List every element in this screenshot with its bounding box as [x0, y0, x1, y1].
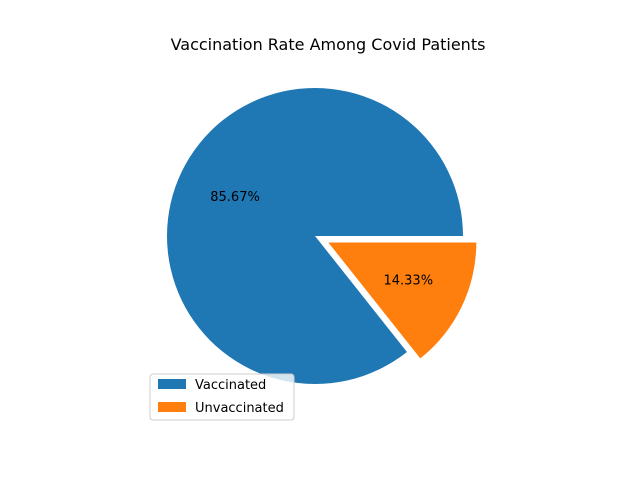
pie-label-vaccinated: 85.67%: [210, 190, 260, 205]
slices-layer: [166, 88, 477, 385]
slice-labels-layer: 85.67% 14.33%: [210, 190, 433, 289]
legend: Vaccinated Unvaccinated: [149, 373, 295, 421]
legend-label-unvaccinated: Unvaccinated: [195, 401, 284, 416]
chart-title: Vaccination Rate Among Covid Patients: [171, 35, 486, 54]
pie-slice-unvaccinated: [328, 242, 477, 359]
legend-label-vaccinated: Vaccinated: [195, 378, 266, 393]
legend-swatch-unvaccinated: [158, 402, 186, 412]
legend-swatch-vaccinated: [158, 379, 186, 389]
pie-slice-vaccinated: [166, 88, 463, 385]
pie-label-unvaccinated: 14.33%: [383, 274, 433, 289]
